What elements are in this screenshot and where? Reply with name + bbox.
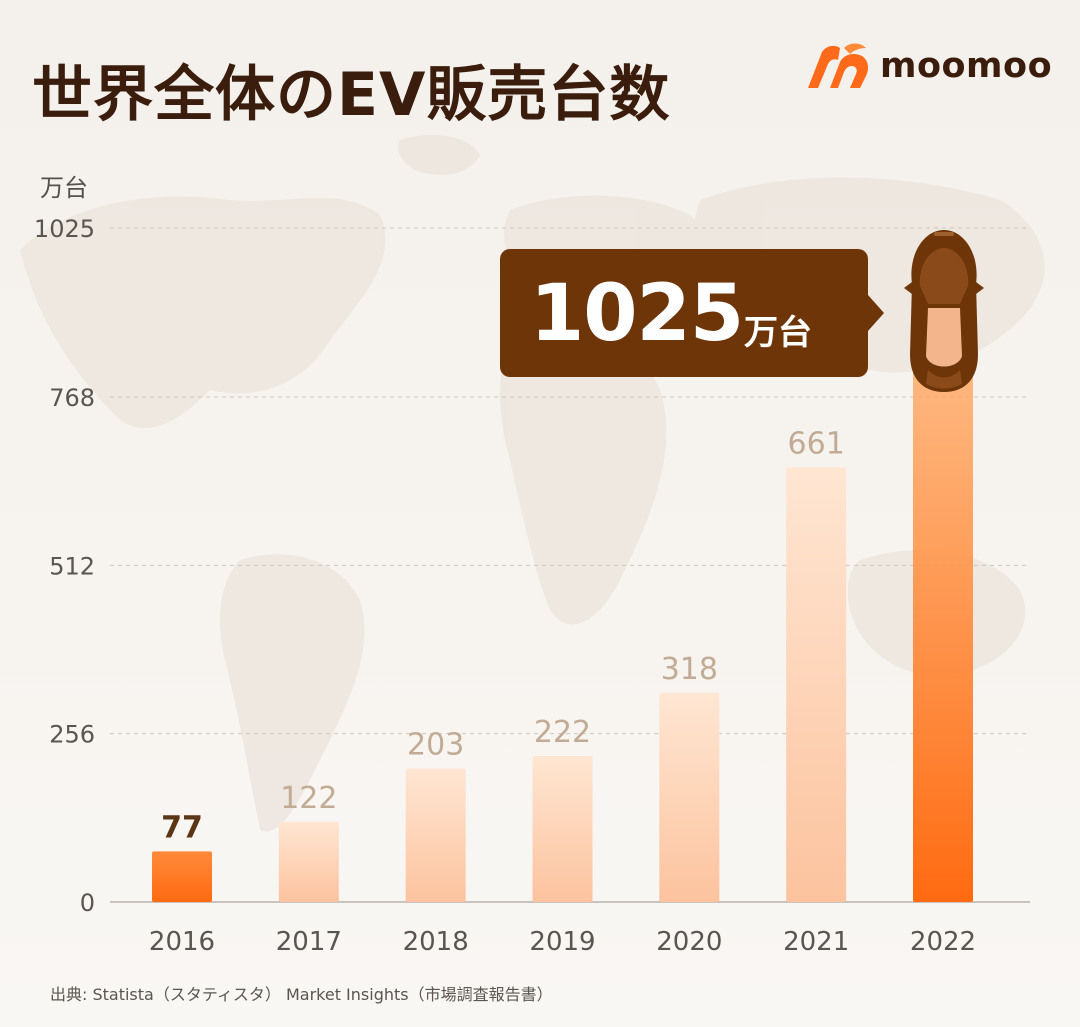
bar-2022 [913, 348, 973, 902]
car-icon [904, 230, 984, 392]
x-tick-label: 2016 [149, 927, 215, 957]
brand-name: moomoo [880, 46, 1053, 86]
moomoo-logo-icon [808, 43, 869, 88]
x-tick-label: 2021 [783, 927, 849, 957]
data-label: 661 [788, 426, 845, 461]
bar-2017 [278, 821, 339, 902]
data-label: 222 [534, 715, 591, 750]
brand-logo: moomoo [804, 42, 1054, 92]
source-note: 出典: Statista（スタティスタ） Market Insights（市場調… [50, 985, 553, 1004]
y-tick-label: 768 [49, 384, 95, 412]
y-tick-label: 0 [80, 889, 95, 917]
bar-2020 [659, 692, 720, 902]
bar-2016 [152, 851, 212, 902]
x-tick-label: 2020 [656, 927, 722, 957]
data-label: 122 [280, 781, 337, 816]
highlight-callout: 1025 万台 [500, 249, 884, 377]
y-tick-label: 256 [49, 721, 95, 749]
data-label: 318 [661, 652, 718, 687]
bar-2019 [532, 756, 593, 902]
bar-2021 [786, 467, 847, 902]
y-tick-label: 512 [49, 552, 95, 580]
x-tick-label: 2017 [276, 927, 342, 957]
data-label: 203 [407, 728, 464, 763]
y-axis-unit-label: 万台 [40, 174, 88, 202]
callout-value: 1025 [530, 269, 744, 359]
y-tick-label: 1025 [34, 215, 95, 243]
chart-title: 世界全体のEV販売台数 [32, 60, 671, 130]
x-tick-label: 2018 [403, 927, 469, 957]
x-tick-label: 2022 [910, 927, 976, 957]
x-tick-label: 2019 [529, 927, 595, 957]
data-label: 77 [161, 810, 203, 845]
bar-2018 [405, 768, 466, 902]
callout-unit: 万台 [744, 313, 812, 353]
